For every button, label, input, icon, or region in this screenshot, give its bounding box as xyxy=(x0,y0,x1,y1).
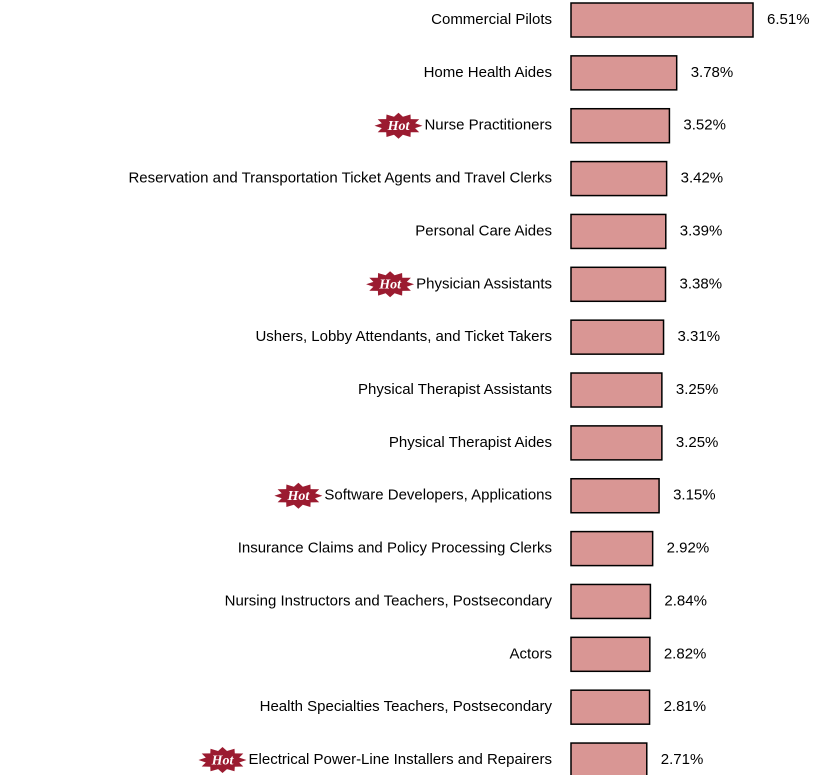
value-label: 2.81% xyxy=(664,698,707,715)
badge-star xyxy=(374,112,423,139)
category-label: Physical Therapist Assistants xyxy=(358,381,552,398)
category-label: Commercial Pilots xyxy=(431,11,552,28)
category-label: Actors xyxy=(509,645,552,662)
value-label: 3.25% xyxy=(676,381,719,398)
bar xyxy=(570,372,663,408)
value-label: 2.84% xyxy=(664,592,707,609)
category-label: Nursing Instructors and Teachers, Postse… xyxy=(225,592,553,609)
badge-text: Hot xyxy=(211,753,235,768)
category-label: Personal Care Aides xyxy=(415,222,552,239)
category-label: Electrical Power-Line Installers and Rep… xyxy=(249,751,552,768)
value-label: 3.52% xyxy=(683,117,726,134)
bar xyxy=(570,55,678,91)
bar xyxy=(570,477,660,514)
bar xyxy=(570,742,648,775)
category-label: Health Specialties Teachers, Postseconda… xyxy=(260,698,553,715)
hot-badge: Hot xyxy=(374,112,423,139)
category-label: Software Developers, Applications xyxy=(324,487,552,504)
value-label: 2.92% xyxy=(667,540,710,557)
category-label: Insurance Claims and Policy Processing C… xyxy=(238,540,552,557)
category-label: Home Health Aides xyxy=(424,64,552,81)
hot-badge: Hot xyxy=(274,482,323,509)
value-label: 2.82% xyxy=(664,645,707,662)
hot-badge: Hot xyxy=(198,747,247,773)
category-label: Physician Assistants xyxy=(416,275,552,292)
badge-star xyxy=(366,271,415,298)
bar xyxy=(570,425,663,461)
category-label: Physical Therapist Aides xyxy=(389,434,552,451)
value-label: 3.38% xyxy=(680,275,723,292)
value-label: 2.71% xyxy=(661,751,704,768)
bar xyxy=(570,2,754,38)
value-label: 6.51% xyxy=(767,11,810,28)
value-label: 3.78% xyxy=(691,64,734,81)
badge-text: Hot xyxy=(378,278,402,293)
badge-star xyxy=(198,747,247,773)
badge-text: Hot xyxy=(286,489,310,504)
badge-star xyxy=(274,482,323,509)
bar xyxy=(570,266,667,303)
bar xyxy=(570,160,668,197)
value-label: 3.15% xyxy=(673,487,716,504)
bar xyxy=(570,689,651,725)
category-label: Ushers, Lobby Attendants, and Ticket Tak… xyxy=(255,328,552,345)
bar xyxy=(570,213,667,250)
badge-text: Hot xyxy=(387,119,411,134)
category-label: Reservation and Transportation Ticket Ag… xyxy=(128,170,552,187)
bar xyxy=(570,319,665,355)
value-label: 3.31% xyxy=(678,328,721,345)
value-label: 3.25% xyxy=(676,434,719,451)
bar xyxy=(570,107,671,144)
bar xyxy=(570,636,651,673)
value-label: 3.42% xyxy=(681,170,724,187)
category-label: Nurse Practitioners xyxy=(424,117,552,134)
bar xyxy=(570,583,652,620)
hot-badge: Hot xyxy=(366,271,415,298)
bar xyxy=(570,530,654,567)
value-label: 3.39% xyxy=(680,222,723,239)
